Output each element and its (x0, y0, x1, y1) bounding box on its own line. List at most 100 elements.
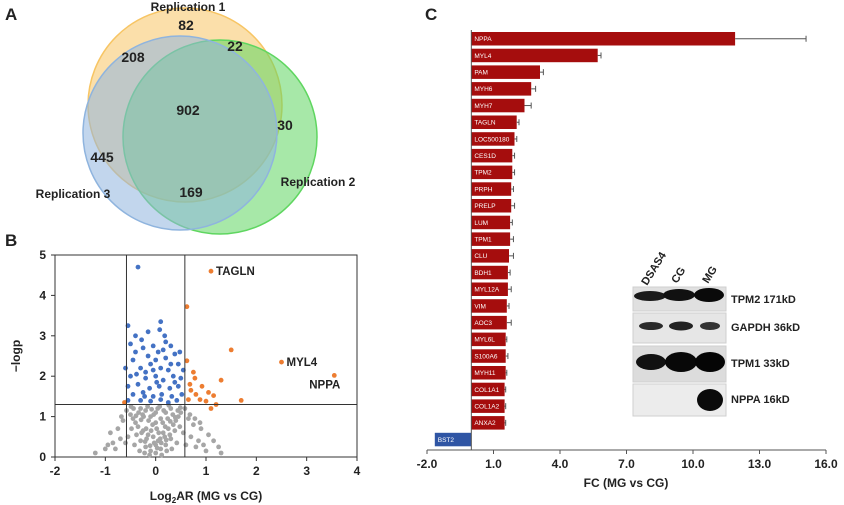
volcano-point-sig (135, 381, 141, 387)
volcano-point-up (208, 268, 214, 274)
volcano-point-nonsig (134, 432, 139, 438)
fc-bar-label-aoc3: AOC3 (474, 320, 492, 327)
volcano-point-sig (158, 319, 164, 325)
volcano-point-nonsig (170, 422, 176, 428)
fc-bar-label-anxa2: ANXA2 (474, 420, 496, 427)
volcano-point-nonsig (151, 440, 157, 446)
volcano-point-nonsig (158, 416, 164, 421)
volcano-point-up (191, 369, 196, 375)
fc-bar-myl6l (471, 332, 506, 347)
volcano-point-nonsig (193, 444, 199, 450)
fc-bar-label-myh7: MYH7 (474, 103, 492, 110)
volcano-point-up (122, 400, 127, 405)
volcano-point-sig (150, 394, 156, 399)
fold-change-bar-chart: NPPA MYL4 PAM MYH6 MYH7 TAGLN LOC500180 CES1D TP… (417, 30, 838, 490)
fc-bar-label-myl4: MYL4 (474, 53, 491, 60)
volcano-point-nonsig (118, 436, 123, 442)
volcano-point-sig (128, 341, 133, 347)
volcano-point-nonsig (192, 416, 198, 421)
fc-bar-pam (471, 65, 540, 79)
volcano-point-up (184, 358, 190, 364)
volcano-point-nonsig (143, 408, 149, 413)
volcano-point-sig (148, 361, 154, 367)
panel-letter-a: A (5, 5, 17, 24)
volcano-point-nonsig (156, 430, 162, 436)
volcano-point-up (187, 381, 193, 387)
venn-count-r2-r3: 169 (179, 184, 203, 200)
volcano-y-tick-label: 1 (39, 410, 46, 424)
volcano-point-up (184, 304, 190, 310)
volcano-point-sig (123, 365, 128, 371)
fc-bar-nppa (471, 32, 736, 46)
volcano-y-tick-label: 0 (39, 450, 46, 464)
volcano-point-sig (142, 394, 148, 399)
volcano-point-sig (165, 400, 171, 405)
volcano-point-sig (159, 392, 165, 397)
fc-bar-lum (471, 215, 511, 230)
fc-bar-aoc3 (471, 315, 507, 330)
volcano-point-nonsig (142, 450, 148, 456)
volcano-point-sig (179, 392, 185, 397)
volcano-x-tick-label: 4 (354, 464, 361, 478)
volcano-point-nonsig (188, 434, 194, 440)
fc-bar-col1a1 (471, 382, 505, 397)
fc-bar-s100a6 (471, 349, 506, 363)
fc-bar-myh6 (471, 82, 532, 96)
volcano-point-nonsig (136, 410, 142, 415)
volcano-point-up (199, 383, 205, 389)
fc-bar-label-col1a2: COL1A2 (474, 403, 499, 410)
fc-bars: NPPA MYL4 PAM MYH6 MYH7 TAGLN LOC500180 CES1D TP… (434, 32, 807, 447)
volcano-point-nonsig (110, 440, 116, 446)
volcano-point-nonsig (138, 406, 144, 411)
volcano-point-nonsig (150, 434, 156, 440)
fc-bar-label-myh6: MYH6 (474, 86, 492, 93)
fc-bar-label-nppa: NPPA (474, 36, 492, 43)
volcano-point-nonsig (143, 426, 149, 432)
volcano-point-nonsig (162, 424, 168, 430)
panel-letter-b: B (5, 231, 17, 250)
volcano-point-sig (158, 397, 164, 402)
volcano-point-sig (145, 329, 151, 335)
venn-diagram: Replication 1 Replication 2 Replication … (36, 0, 356, 235)
venn-label-replication-2: Replication 2 (281, 175, 356, 189)
volcano-point-sig (155, 349, 161, 355)
volcano-point-nonsig (160, 430, 166, 436)
volcano-point-nonsig (145, 404, 151, 409)
fc-bar-myl4 (471, 48, 598, 63)
fc-bar-label-clu: CLU (474, 253, 487, 260)
volcano-point-nonsig (191, 422, 196, 428)
volcano-point-up (331, 373, 337, 378)
volcano-point-nonsig (115, 426, 121, 432)
volcano-point-sig (172, 379, 178, 385)
volcano-point-nonsig (148, 448, 154, 454)
volcano-point-nonsig (142, 439, 148, 444)
volcano-point-up (218, 377, 224, 383)
volcano-point-nonsig (167, 432, 173, 438)
volcano-point-sig (168, 361, 174, 367)
volcano-point-sig (174, 398, 180, 403)
fc-x-tick-label: 16.0 (814, 457, 838, 471)
volcano-point-nonsig (169, 446, 175, 452)
volcano-point-nonsig (105, 442, 111, 448)
volcano-point-nonsig (133, 420, 138, 426)
volcano-point-sig (168, 343, 174, 349)
venn-count-r3-only: 445 (90, 149, 114, 165)
volcano-point-nonsig (137, 448, 143, 454)
volcano-point-nonsig (167, 419, 173, 424)
venn-label-replication-3: Replication 3 (36, 187, 111, 201)
volcano-point-sig (163, 355, 169, 361)
volcano-point-sig (150, 367, 156, 373)
fc-bar-label-vim: VIM (474, 303, 486, 310)
volcano-point-nonsig (145, 432, 151, 438)
volcano-point-nonsig (203, 448, 209, 454)
fc-bar-label-pam: PAM (474, 70, 488, 77)
volcano-point-sig (156, 383, 162, 389)
band-tpm1-mg (695, 352, 725, 372)
volcano-point-nonsig (161, 408, 167, 413)
volcano-y-tick-label: 5 (39, 248, 46, 262)
volcano-point-nonsig (150, 422, 156, 428)
fc-x-axis-title: FC (MG vs CG) (584, 476, 669, 490)
volcano-point-sig (143, 375, 149, 381)
volcano-point-nonsig (160, 420, 166, 426)
fc-bar-bst2 (434, 432, 472, 447)
